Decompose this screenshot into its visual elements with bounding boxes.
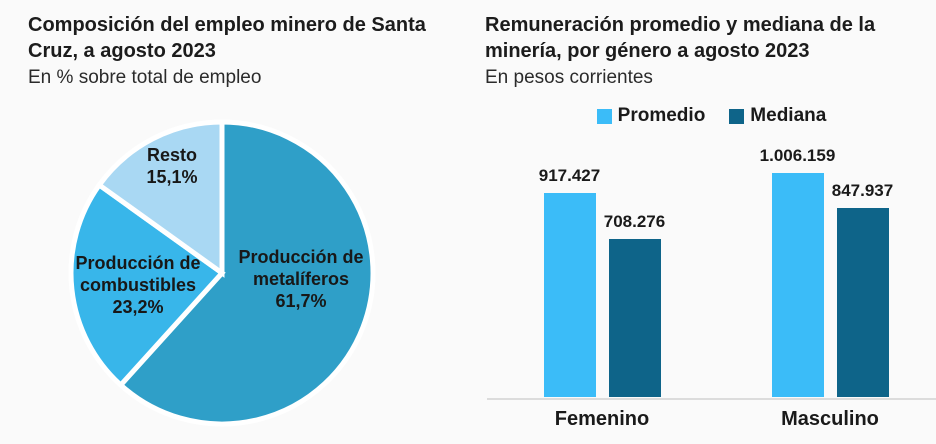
bar-value-femenino-promedio: 917.427 [538,166,601,185]
bar-femenino-promedio [543,193,596,397]
bar-masculino-promedio [771,173,824,397]
pie-chart-title: Composición del empleo minero de Santa C… [28,14,426,62]
bar-chart-title: Remuneración promedio y mediana de la mi… [485,14,876,62]
x-axis-line [487,398,936,400]
promedio-swatch-icon [596,108,612,124]
legend-label-mediana: Mediana [750,105,827,126]
legend-item-mediana: Mediana [729,105,826,127]
pie-slice-0 [117,119,376,427]
pie-slice-1 [68,181,226,389]
bar-value-masculino-mediana: 847.937 [831,181,894,200]
bar-femenino-mediana [608,239,661,397]
pie-svg [68,119,376,427]
legend-item-promedio: Promedio [596,105,706,127]
category-label-masculino: Masculino [781,408,879,430]
bar-value-masculino-promedio: 1.006.159 [759,146,836,165]
bar-plot: 917.427 708.276 Femenino 1.006.159 847.937 Ma… [487,140,936,430]
mediana-swatch-icon [729,108,745,124]
bar-value-femenino-mediana: 708.276 [603,212,666,231]
bar-masculino-mediana [836,208,889,397]
bar-chart-legend: Promedio Mediana [487,105,936,127]
bar-chart-subtitle: En pesos corrientes [485,67,653,88]
category-label-femenino: Femenino [554,408,650,430]
pie-slice-2 [95,119,225,278]
legend-label-promedio: Promedio [617,105,706,126]
pie-chart-subtitle: En % sobre total de empleo [28,67,262,88]
